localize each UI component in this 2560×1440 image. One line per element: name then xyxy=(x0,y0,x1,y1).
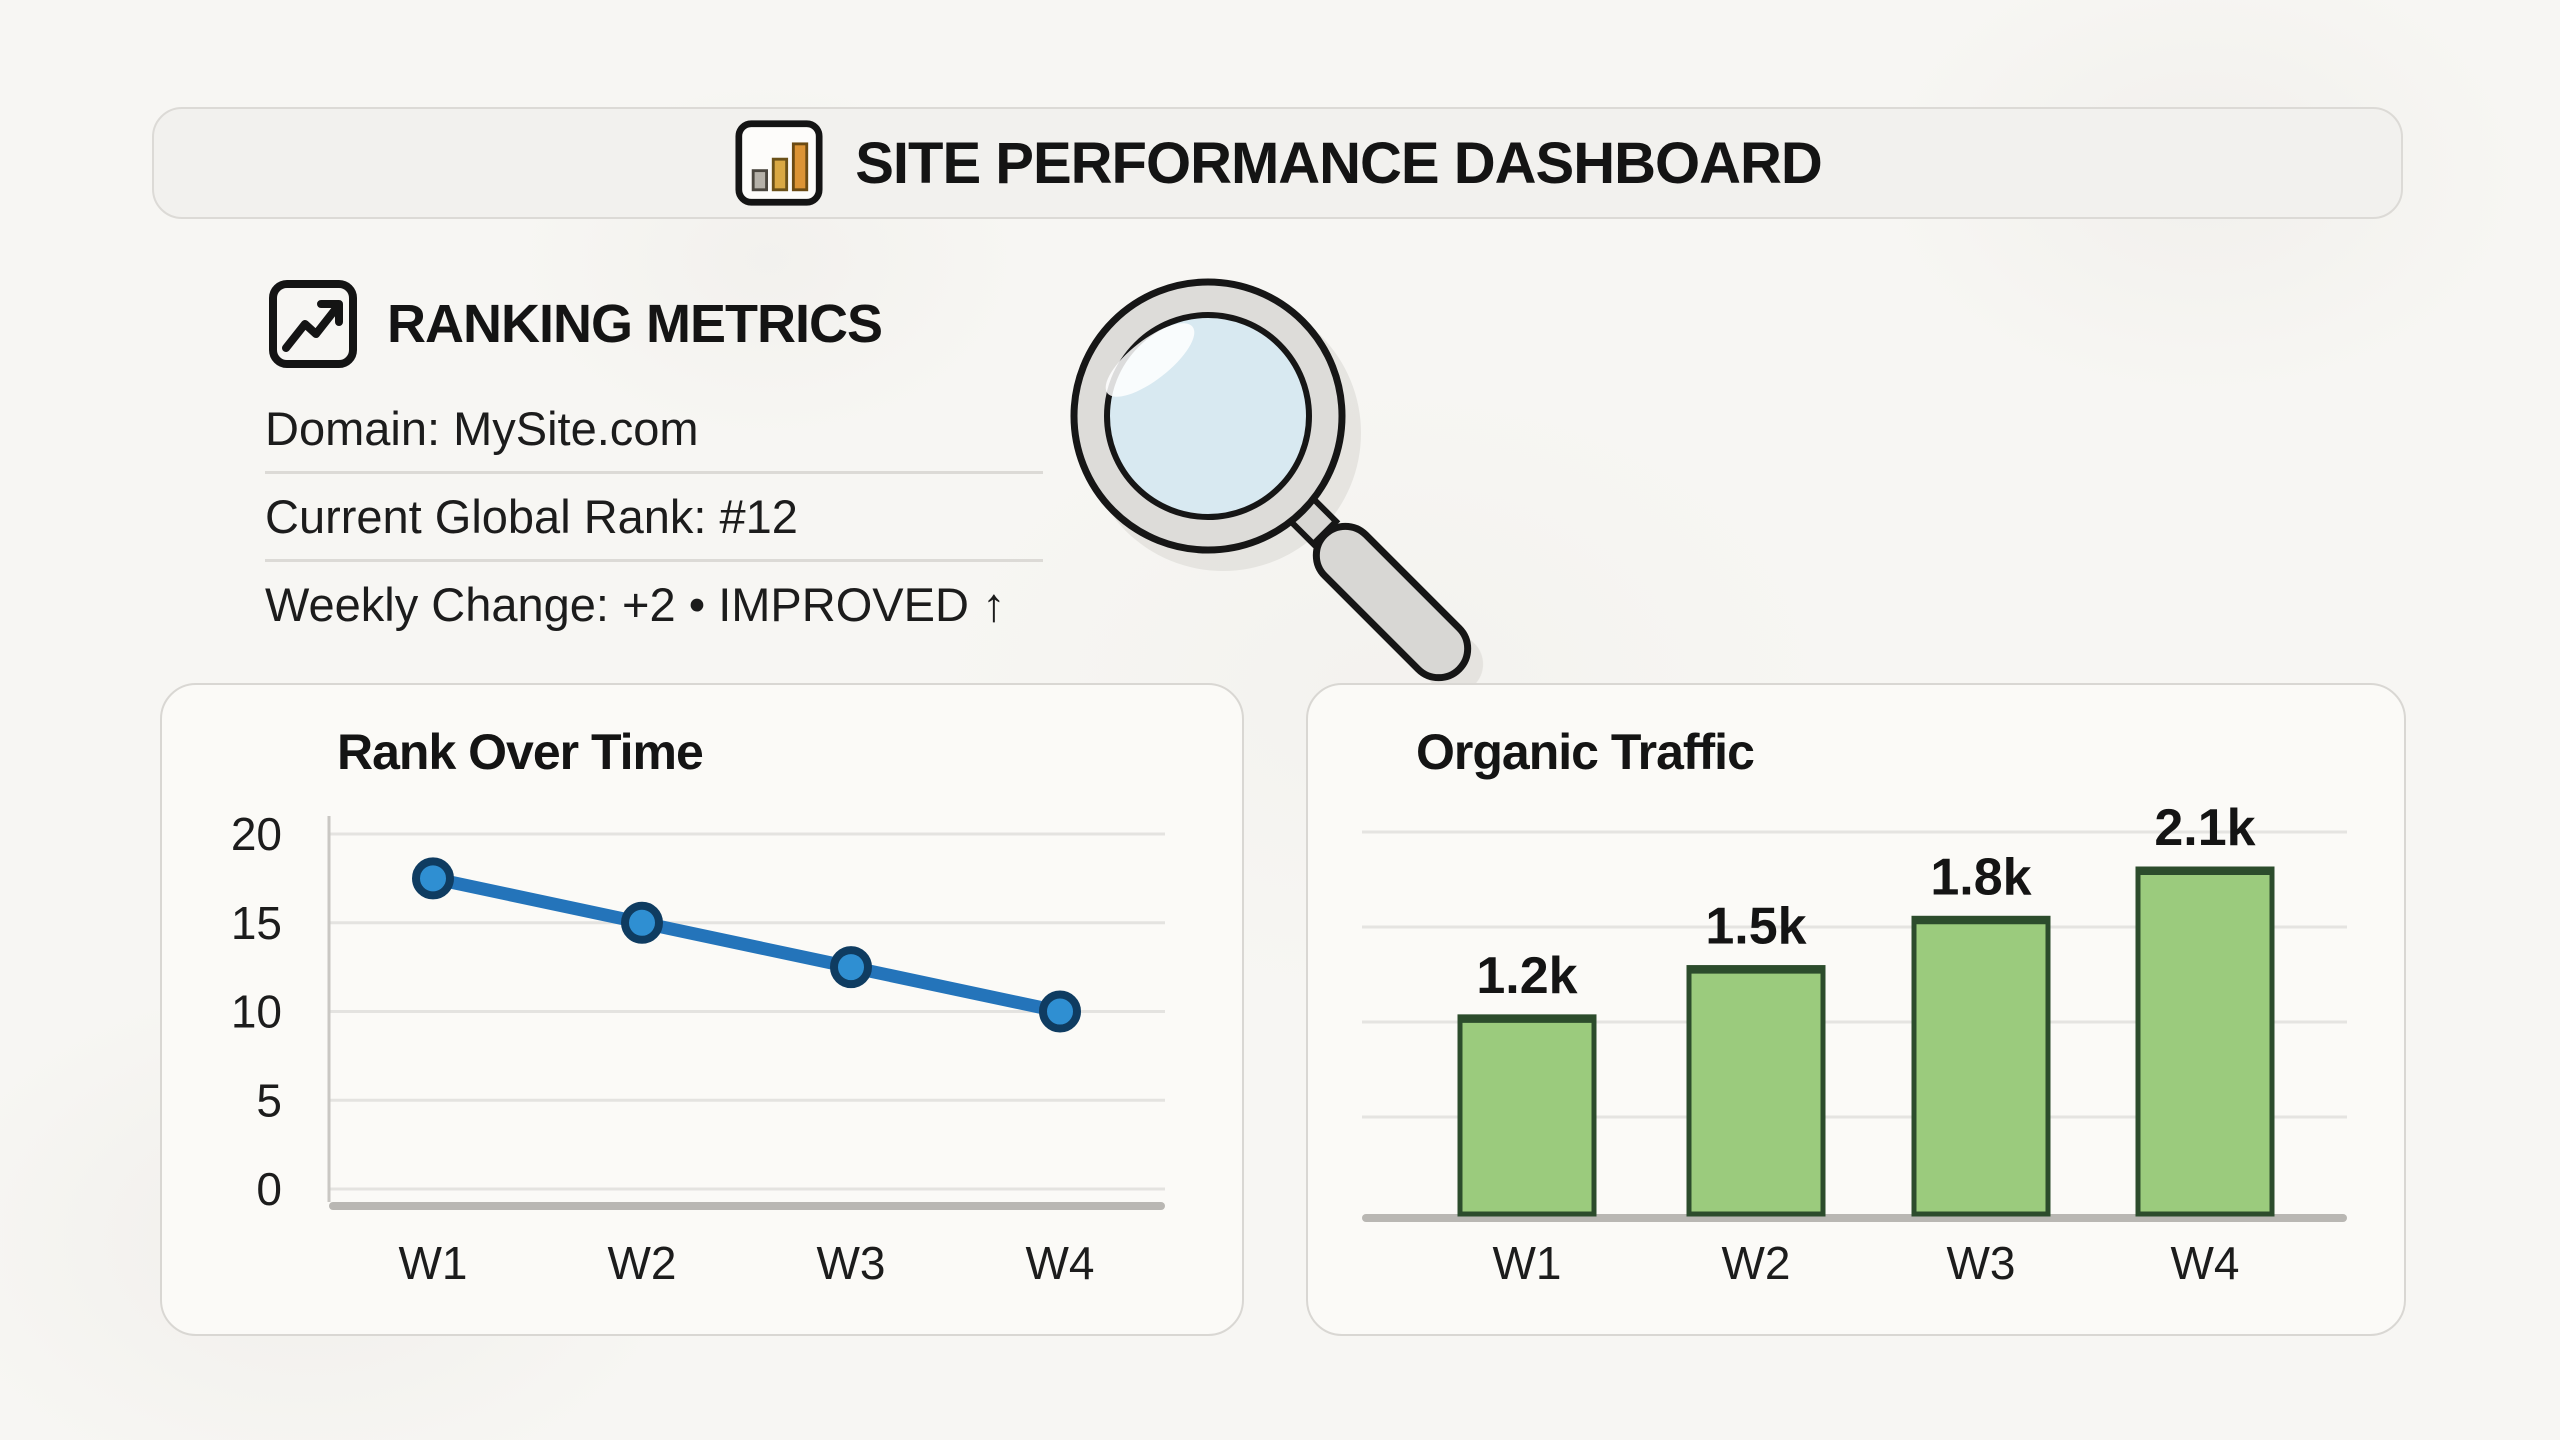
trending-up-icon-frame xyxy=(269,280,357,368)
y-tick-label: 15 xyxy=(231,897,282,949)
magnifying-glass-illustration xyxy=(1070,278,1484,694)
rank-chart-title: Rank Over Time xyxy=(337,724,704,780)
page-title: SITE PERFORMANCE DASHBOARD xyxy=(855,130,1822,196)
weekly-change-row: Weekly Change: +2 • IMPROVED ↑ xyxy=(265,578,1006,631)
domain-row: Domain: MySite.com xyxy=(265,386,1043,474)
bar-chart-icon-bar-tall xyxy=(792,142,809,192)
rank-data-point xyxy=(830,946,872,989)
x-tick-label: W2 xyxy=(1722,1237,1791,1289)
x-tick-label: W4 xyxy=(2171,1237,2240,1289)
traffic-bar xyxy=(1686,965,1826,1217)
y-tick-label: 10 xyxy=(231,986,282,1038)
rank-data-point xyxy=(621,901,663,944)
y-tick-label: 20 xyxy=(231,808,282,860)
y-tick-label: 0 xyxy=(256,1163,282,1215)
ranking-metrics-heading: RANKING METRICS xyxy=(265,276,1165,372)
traffic-bar-chart: 1.2k W1 1.5k W2 1.8k W3 2.1k W4 xyxy=(1362,799,2347,1289)
organic-traffic-card: Organic Traffic 1.2k W1 1.5k W2 1.8k W3 2.1k W4 xyxy=(1306,683,2406,1336)
traffic-bar xyxy=(1457,1014,1597,1217)
trending-up-icon-line xyxy=(282,302,342,352)
bar-chart-icon-bar-small xyxy=(751,169,769,192)
traffic-bar xyxy=(2135,866,2275,1217)
bar-value-label: 1.2k xyxy=(1476,947,1577,1005)
rank-over-time-card: Rank Over Time 20 15 10 5 0 W1 W2 W3 W4 xyxy=(160,683,1244,1336)
x-tick-label: W4 xyxy=(1026,1237,1095,1289)
x-tick-label: W1 xyxy=(1493,1237,1562,1289)
trending-up-icon xyxy=(269,280,357,368)
bar-value-label: 2.1k xyxy=(2154,799,2255,857)
global-rank-row: Current Global Rank: #12 xyxy=(265,474,1043,562)
x-axis-baseline xyxy=(1362,1214,2347,1222)
rank-trend-line xyxy=(426,871,1067,1018)
bar-value-label: 1.8k xyxy=(1930,848,2031,906)
y-tick-label: 5 xyxy=(256,1074,282,1126)
x-tick-label: W3 xyxy=(1947,1237,2016,1289)
x-tick-label: W1 xyxy=(399,1237,468,1289)
trending-up-icon-arrowhead xyxy=(317,300,343,326)
bar-chart-icon-bar-mid xyxy=(772,157,789,192)
ranking-metrics-rows: Domain: MySite.com Current Global Rank: … xyxy=(265,386,1043,647)
traffic-bar xyxy=(1911,915,2051,1217)
magnifier-handle-rect xyxy=(1312,522,1472,682)
bar-value-label: 1.5k xyxy=(1705,898,1806,956)
rank-data-point xyxy=(412,857,454,900)
x-tick-label: W3 xyxy=(817,1237,886,1289)
ranking-metrics-title: RANKING METRICS xyxy=(387,294,883,354)
magnifier-handle xyxy=(1312,522,1472,682)
x-axis-baseline xyxy=(329,1202,1165,1210)
rank-line-chart: 20 15 10 5 0 W1 W2 W3 W4 xyxy=(231,808,1165,1289)
lens-highlight xyxy=(1105,323,1195,397)
bar-chart-icon xyxy=(735,120,823,206)
header-bar: SITE PERFORMANCE DASHBOARD xyxy=(152,107,2403,219)
x-tick-label: W2 xyxy=(608,1237,677,1289)
traffic-chart-title: Organic Traffic xyxy=(1416,724,1755,780)
rank-data-point xyxy=(1039,990,1081,1033)
ranking-metrics-section: RANKING METRICS Domain: MySite.com Curre… xyxy=(265,276,1165,647)
